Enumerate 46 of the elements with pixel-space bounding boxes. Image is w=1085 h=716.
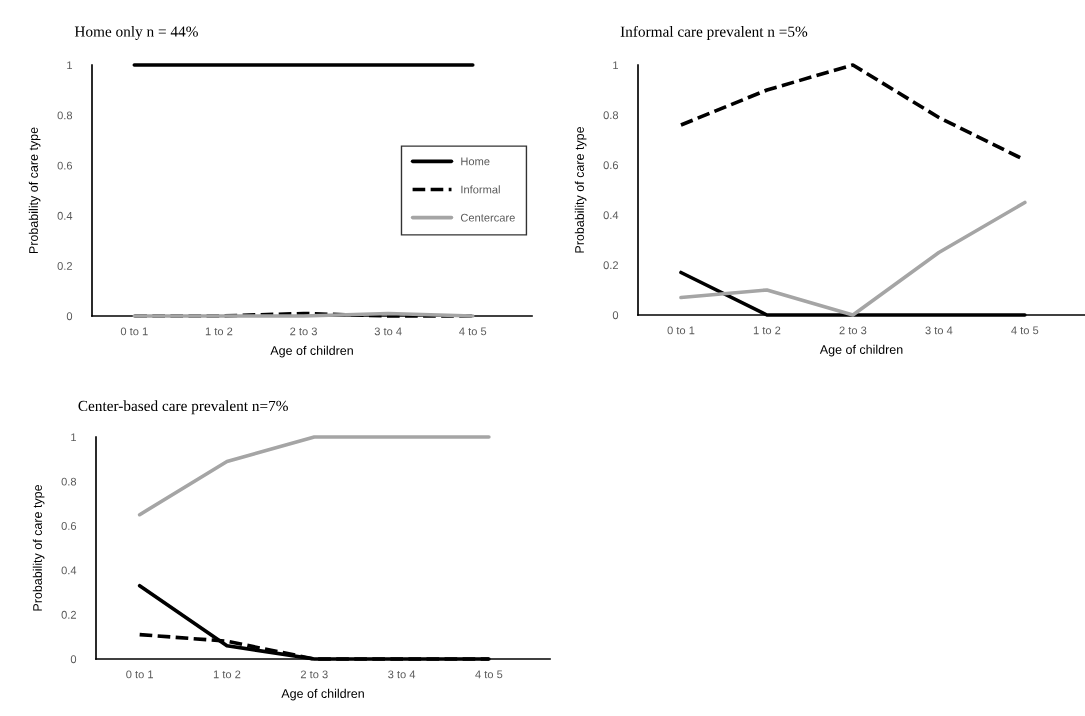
- y-tick-label: 0.2: [61, 610, 76, 619]
- x-tick-label: 1 to 2: [753, 326, 781, 335]
- x-axis-title: Age of children: [281, 688, 364, 701]
- chart-title: Home only n = 44%: [74, 25, 198, 40]
- y-tick-label: 0.2: [603, 261, 618, 270]
- x-tick-label: 3 to 4: [388, 670, 416, 679]
- y-tick-label: 0.8: [57, 111, 73, 120]
- line-series: [679, 200, 1027, 317]
- x-tick-label: 4 to 5: [459, 327, 487, 336]
- y-tick-label: 1: [613, 61, 619, 70]
- x-axis-title: Age of children: [270, 345, 353, 358]
- y-axis-title: Probability of care type: [32, 484, 45, 611]
- y-tick-label: 0.8: [603, 111, 619, 120]
- y-tick-label: 0.6: [603, 161, 619, 170]
- x-tick-label: 0 to 1: [120, 327, 148, 336]
- y-tick-label: 0.2: [57, 262, 72, 270]
- y-tick-label: 0.4: [61, 566, 77, 575]
- legend-label: Informal: [461, 185, 500, 194]
- chart-title: Center-based care prevalent n=7%: [78, 400, 288, 415]
- y-tick-label: 0.6: [57, 161, 73, 170]
- y-axis-title: Probability of care type: [574, 126, 587, 253]
- x-tick-label: 3 to 4: [925, 326, 953, 335]
- x-tick-label: 1 to 2: [213, 670, 241, 679]
- y-tick-label: 0.4: [603, 211, 619, 220]
- x-tick-label: 0 to 1: [667, 326, 695, 335]
- y-tick-label: 0: [612, 311, 619, 320]
- x-tick-label: 4 to 5: [1011, 326, 1039, 335]
- x-axis-title: Age of children: [819, 344, 903, 357]
- legend-label: Centercare: [460, 213, 515, 222]
- x-tick-label: 2 to 3: [839, 326, 867, 335]
- chart-title: Informal care prevalent n =5%: [620, 25, 808, 40]
- x-tick-label: 2 to 3: [300, 670, 328, 679]
- x-tick-label: 2 to 3: [290, 327, 317, 336]
- y-tick-label: 0: [70, 655, 77, 664]
- y-tick-label: 0.8: [61, 477, 77, 486]
- legend-label: Home: [461, 157, 490, 166]
- x-tick-label: 1 to 2: [205, 327, 233, 336]
- y-tick-label: 0.6: [61, 522, 77, 530]
- y-tick-label: 0.4: [57, 211, 73, 220]
- x-tick-label: 0 to 1: [126, 670, 154, 679]
- y-tick-label: 0: [66, 312, 73, 321]
- y-tick-label: 1: [71, 433, 77, 442]
- y-axis-title: Probability of care type: [28, 127, 41, 254]
- x-tick-label: 3 to 4: [374, 327, 402, 336]
- x-tick-label: 4 to 5: [475, 670, 503, 679]
- y-tick-label: 1: [67, 61, 73, 70]
